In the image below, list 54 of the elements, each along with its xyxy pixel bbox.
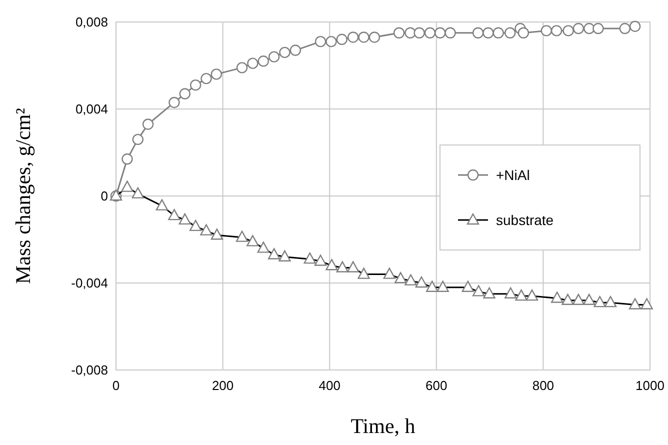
point	[368, 32, 380, 43]
point	[268, 51, 280, 62]
point	[179, 88, 190, 100]
point	[247, 58, 258, 69]
point	[290, 44, 302, 56]
x-tick-label: 200	[212, 378, 234, 393]
point	[326, 36, 337, 48]
point	[414, 27, 425, 38]
point	[200, 72, 212, 84]
legend-label: substrate	[496, 212, 554, 228]
y-axis-title: Mass changes, g/cm²	[11, 108, 35, 284]
y-tick-label: -0,004	[71, 276, 108, 290]
point	[472, 27, 484, 38]
x-tick-label: 0	[112, 378, 120, 393]
point	[518, 27, 530, 38]
point	[404, 27, 416, 38]
point	[434, 27, 446, 38]
point	[482, 27, 494, 38]
point	[358, 32, 370, 43]
point	[336, 34, 348, 45]
point	[584, 22, 595, 34]
point	[592, 22, 604, 34]
x-tick-label: 400	[318, 378, 340, 393]
x-tick-label: 600	[426, 378, 448, 393]
point	[540, 25, 552, 36]
point	[424, 27, 436, 38]
point	[314, 36, 326, 48]
point	[444, 27, 456, 38]
point	[347, 32, 359, 43]
point	[142, 118, 154, 130]
x-axis-title: Time, h	[350, 414, 416, 438]
point	[279, 46, 290, 58]
point	[236, 62, 248, 74]
y-tick-label: 0,004	[75, 102, 108, 116]
point	[572, 22, 584, 34]
point	[562, 25, 574, 36]
point	[122, 153, 133, 165]
point	[492, 27, 504, 38]
point	[210, 68, 222, 80]
point	[132, 134, 144, 146]
x-tick-label: 1000	[636, 378, 664, 393]
point	[393, 27, 405, 38]
y-tick-label: -0,008	[71, 362, 108, 378]
point	[550, 25, 562, 36]
point	[168, 96, 180, 108]
point	[619, 22, 630, 34]
y-tick-label: 0,008	[75, 14, 108, 30]
y-tick-label: 0	[100, 188, 108, 204]
point	[504, 27, 516, 38]
legend-label: +NiAl	[496, 167, 530, 183]
x-tick-label: 800	[532, 378, 554, 393]
point	[629, 20, 641, 32]
point	[190, 79, 202, 91]
point	[258, 56, 269, 67]
